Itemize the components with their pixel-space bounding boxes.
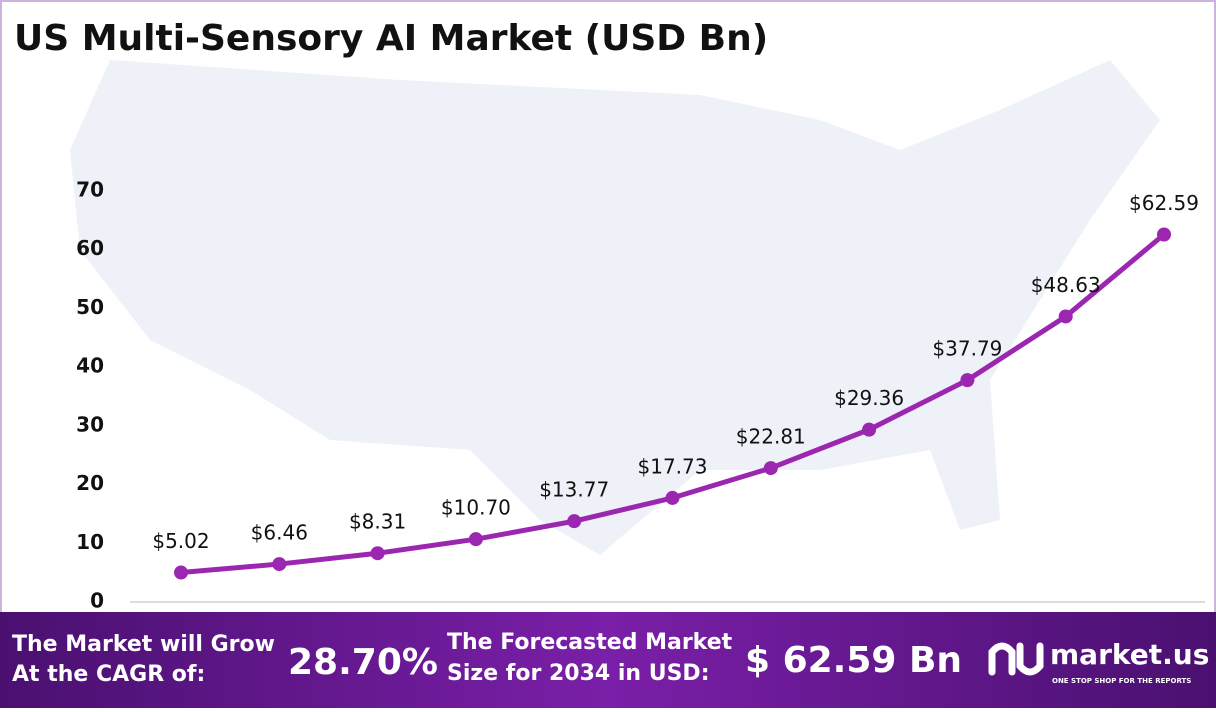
data-label: $37.79: [932, 337, 1002, 361]
data-label: $10.70: [441, 496, 511, 520]
data-label: $8.31: [349, 510, 406, 534]
chart-title: US Multi-Sensory AI Market (USD Bn): [14, 18, 768, 59]
y-tick-label: 30: [76, 412, 104, 436]
y-tick-label: 50: [76, 295, 104, 319]
data-label: $5.02: [152, 529, 209, 553]
forecast-value: $ 62.59 Bn: [745, 640, 962, 681]
y-tick-label: 20: [76, 471, 104, 495]
y-tick-label: 70: [76, 178, 104, 202]
data-point: [665, 490, 680, 505]
forecast-text: Size for 2034 in USD:: [447, 661, 710, 686]
data-point: [468, 532, 483, 547]
data-label: $48.63: [1031, 273, 1101, 297]
data-point: [370, 546, 385, 561]
cagr-text: The Market will Grow: [12, 632, 275, 657]
data-label: $22.81: [736, 425, 806, 449]
data-point: [960, 373, 975, 388]
data-label: $17.73: [638, 454, 708, 478]
y-tick-label: 0: [90, 589, 104, 613]
data-point: [567, 514, 582, 529]
footer-band: [0, 612, 1216, 708]
data-label: $13.77: [539, 478, 609, 502]
y-tick-label: 10: [76, 530, 104, 554]
data-point: [174, 565, 188, 580]
data-label: $29.36: [834, 386, 904, 410]
data-point: [1058, 309, 1073, 324]
data-point: [272, 557, 287, 572]
y-tick-label: 60: [76, 236, 104, 260]
y-tick-label: 40: [76, 354, 104, 378]
tagline: ONE STOP SHOP FOR THE REPORTS: [1052, 677, 1191, 685]
data-label: $62.59: [1129, 191, 1199, 215]
cagr-value: 28.70%: [288, 642, 438, 683]
map-background: [70, 60, 1160, 555]
footer: The Market will Grow At the CAGR of: 28.…: [12, 630, 1209, 687]
brand: market.us: [1050, 638, 1209, 671]
data-label: $6.46: [251, 521, 308, 545]
data-point: [763, 461, 778, 476]
data-point: [862, 422, 877, 437]
brand-logo: [988, 642, 1044, 676]
cagr-text: At the CAGR of:: [12, 662, 205, 687]
forecast-text: The Forecasted Market: [447, 630, 733, 655]
data-point: [1157, 227, 1171, 242]
